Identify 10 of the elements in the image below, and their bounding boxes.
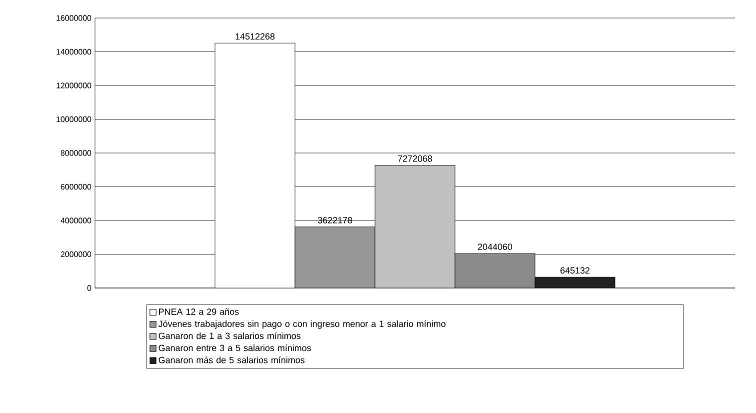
legend-label: Jóvenes trabajadores sin pago o con ingreso menor a 1 salario mínimo xyxy=(158,320,446,329)
legend-label: Ganaron más de 5 salarios mínimos xyxy=(158,356,304,364)
data-label: 14512268 xyxy=(236,33,275,40)
data-label: 2044060 xyxy=(478,244,512,250)
data-label: 3622178 xyxy=(318,217,352,224)
legend-label: PNEA 12 a 29 años xyxy=(159,308,239,315)
legend-label: Ganaron entre 3 a 5 salarios mínimos xyxy=(158,344,311,352)
data-label: 7272068 xyxy=(398,155,432,162)
data-label: 645132 xyxy=(560,267,590,274)
legend-label: Ganaron de 1 a 3 salarios mínimos xyxy=(158,332,300,340)
